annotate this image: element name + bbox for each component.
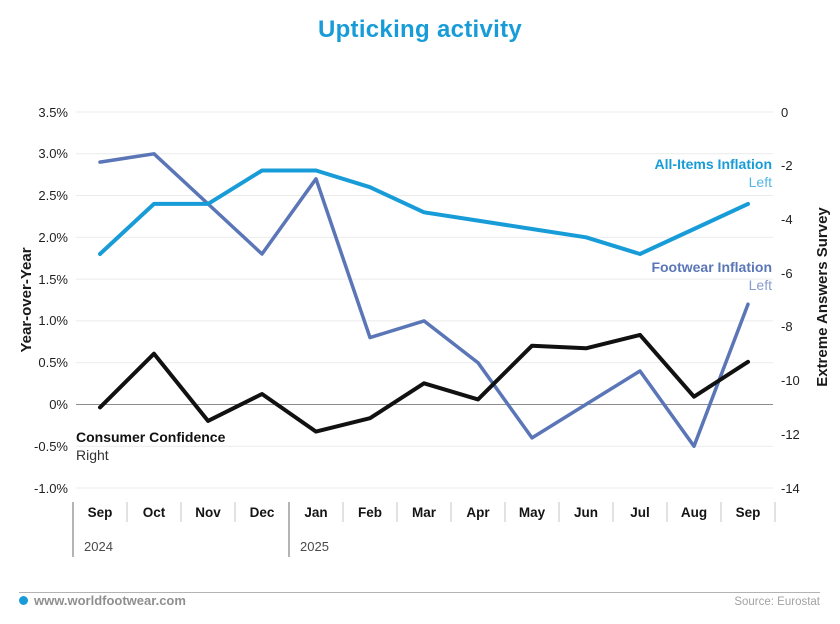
right-tick-label: -8: [781, 319, 793, 335]
left-tick-label: -1.0%: [34, 480, 68, 496]
month-label: Apr: [466, 505, 490, 520]
left-tick-label: 0%: [49, 396, 68, 412]
left-tick-label: 1.5%: [38, 271, 68, 287]
right-tick-label: -14: [781, 480, 800, 496]
footer-source: Source: Eurostat: [734, 596, 820, 608]
footer-site-link[interactable]: www.worldfootwear.com: [34, 593, 186, 608]
series-name: All-Items Inflation: [654, 156, 772, 172]
series-name: Consumer Confidence: [76, 429, 226, 445]
left-tick-label: -0.5%: [34, 438, 68, 454]
left-tick-label: 0.5%: [38, 355, 68, 371]
month-label: Jul: [630, 505, 650, 520]
series-label-all-items-inflation: All-Items Inflation Left: [655, 155, 772, 191]
right-axis-title: Extreme Answers Survey: [814, 207, 831, 387]
month-label: Dec: [249, 505, 275, 520]
series-axis-note: Left: [748, 174, 772, 190]
all-items-inflation-line: [98, 168, 750, 256]
month-label: Sep: [87, 505, 113, 520]
right-tick-label: -10: [781, 373, 800, 389]
chart-title: Upticking activity: [317, 16, 523, 43]
series-name: Footwear Inflation: [651, 259, 772, 275]
month-label: Mar: [411, 505, 436, 520]
month-label: Oct: [142, 505, 166, 520]
right-tick-label: -12: [781, 426, 800, 442]
series-label-consumer-confidence: Consumer Confidence Right: [76, 428, 225, 464]
month-label: Feb: [357, 505, 382, 520]
right-tick-label: -2: [781, 158, 793, 174]
left-tick-label: 3.5%: [38, 104, 68, 120]
dot-icon: [19, 596, 28, 605]
left-axis-title: Year-over-Year: [18, 247, 35, 353]
month-label: Sep: [735, 505, 761, 520]
footer-divider: [19, 592, 820, 593]
footwear-inflation-line: [98, 152, 750, 448]
right-tick-label: -6: [781, 265, 793, 281]
month-label: May: [518, 505, 546, 520]
month-label: Nov: [195, 505, 221, 520]
left-tick-label: 1.0%: [38, 313, 68, 329]
consumer-confidence-line: [98, 332, 750, 434]
month-label: Aug: [680, 505, 708, 520]
left-tick-label: 2.5%: [38, 188, 68, 204]
series-axis-note: Left: [748, 277, 772, 293]
month-label: Jan: [304, 505, 328, 520]
left-tick-label: 2.0%: [38, 229, 68, 245]
year-label: 2025: [300, 539, 329, 554]
right-tick-label: -4: [781, 211, 793, 227]
series-label-footwear-inflation: Footwear Inflation Left: [651, 258, 772, 294]
left-tick-label: 3.0%: [38, 146, 68, 162]
month-label: Jun: [573, 505, 598, 520]
right-tick-label: 0: [781, 104, 789, 120]
series-axis-note: Right: [76, 447, 109, 463]
year-label: 2024: [84, 539, 113, 554]
